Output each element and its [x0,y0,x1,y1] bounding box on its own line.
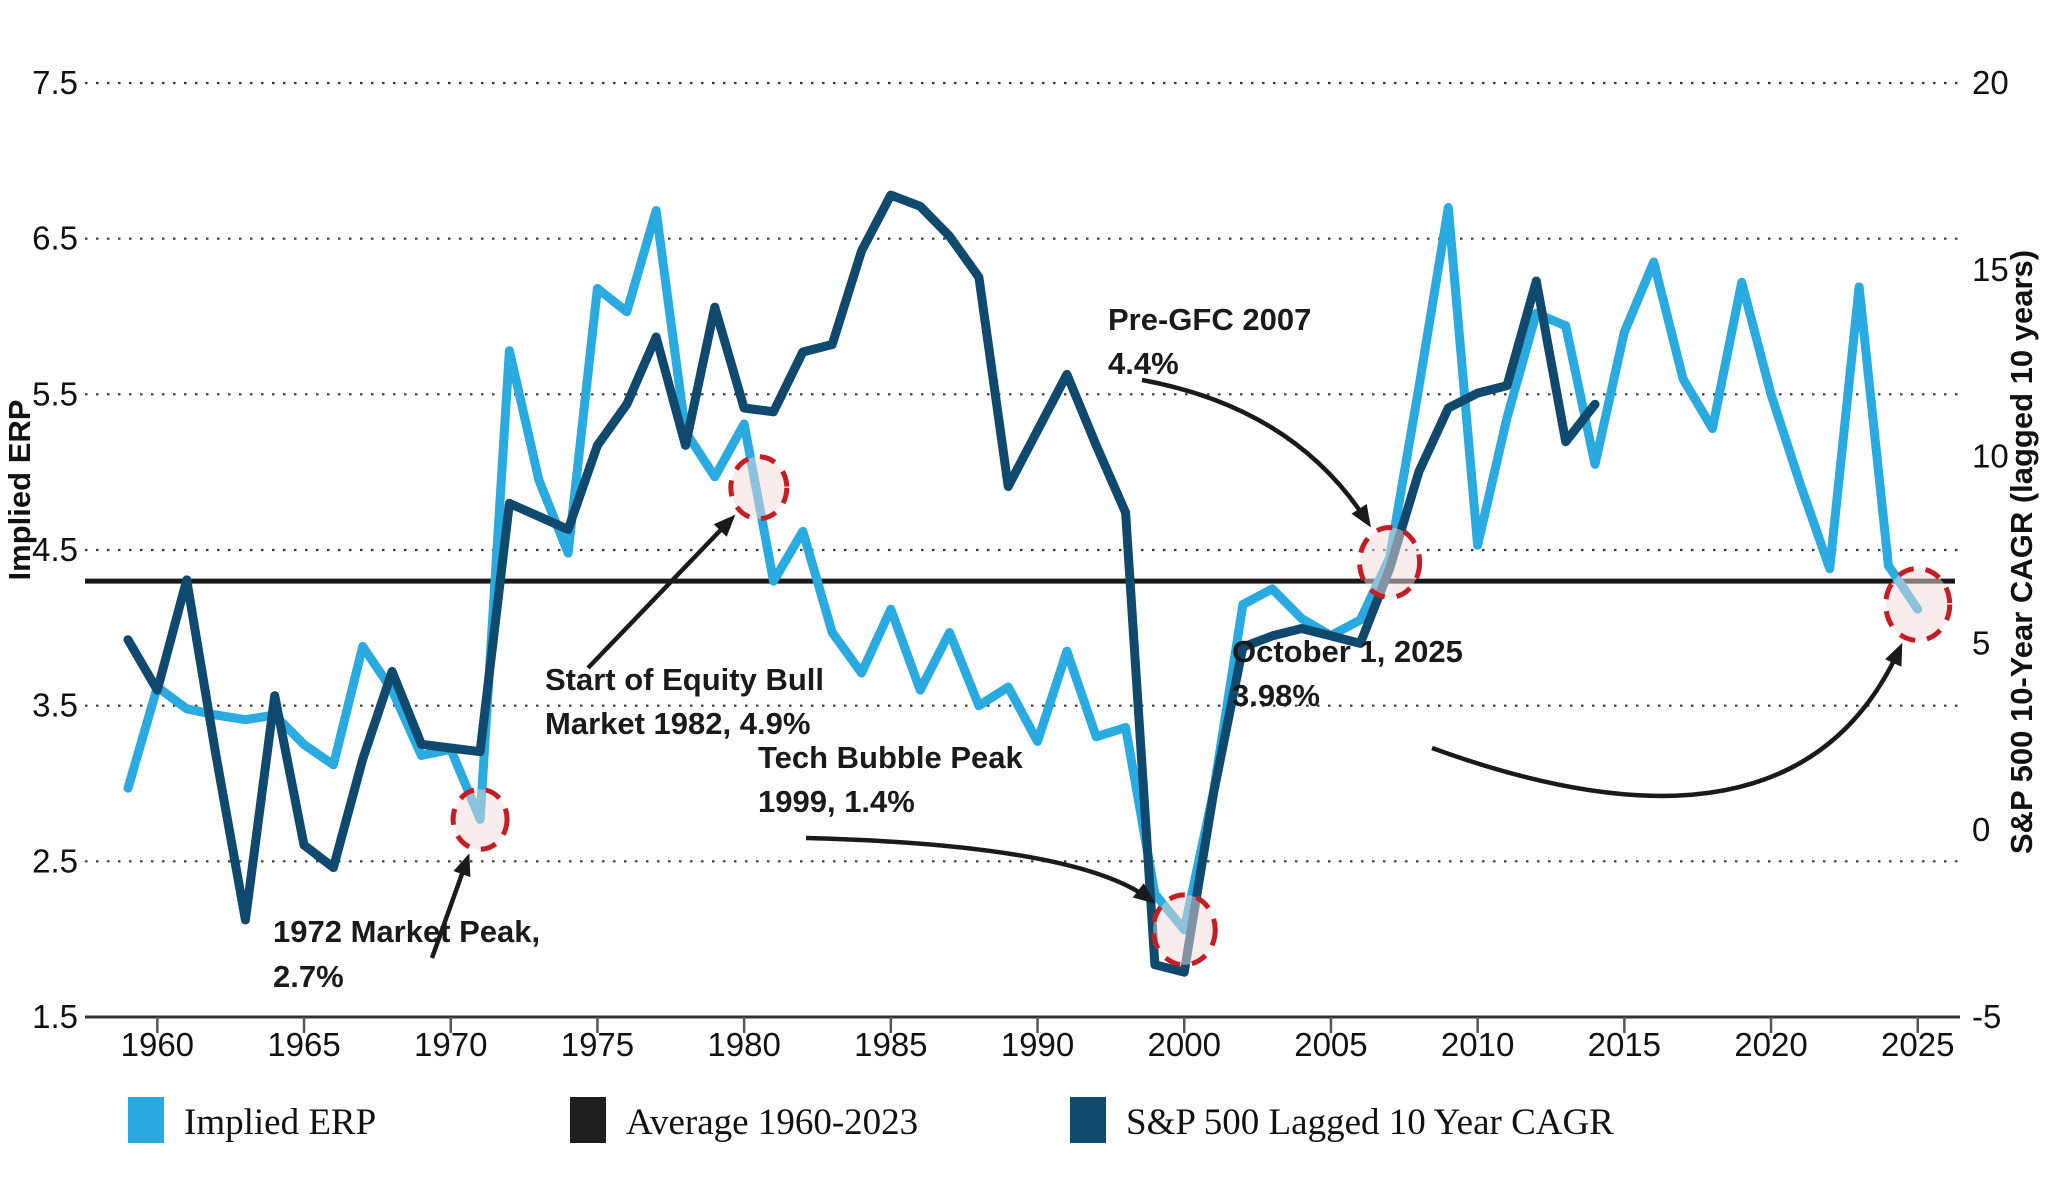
sp500-lagged-10yr-cagr-line [123,190,1600,977]
annotation-arrow-1972-market-peak [429,858,470,959]
x-axis-tick-label: 2010 [1441,1026,1514,1063]
implied-erp-line [123,203,1923,935]
x-axis-tick-label: 2020 [1734,1026,1807,1063]
right-axis-tick-label: 0 [1972,811,1990,848]
annotation-arrow-tech-bubble-peak [805,835,1153,902]
x-axis-tick-label: 2005 [1294,1026,1367,1063]
annotation-text-1972-market-peak: 2.7% [273,959,344,994]
left-axis-tick-label: 4.5 [32,531,78,568]
annotation-circle-tech-bubble-peak [1150,892,1218,968]
x-axis-tick-label: 1965 [267,1026,340,1063]
annotation-arrowhead-october-1-2025 [1885,642,1903,667]
annotation-arrowhead-1972-market-peak [453,853,471,878]
annotation-text-pre-gfc-2007: Pre-GFC 2007 [1108,302,1311,337]
x-axis-tick-label: 1975 [561,1026,634,1063]
annotation-text-tech-bubble-peak: Tech Bubble Peak [758,740,1023,775]
annotation-text-start-equity-bull-market: Market 1982, 4.9% [545,706,810,741]
right-axis-title: S&P 500 10-Year CAGR (lagged 10 years) [2004,250,2039,854]
legend-label-sp500-cagr: S&P 500 Lagged 10 Year CAGR [1126,1102,1614,1143]
annotation-text-tech-bubble-peak: 1999, 1.4% [758,784,915,819]
x-axis-tick-label: 2000 [1148,1026,1221,1063]
x-axis-tick-label: 1990 [1001,1026,1074,1063]
annotation-arrowhead-start-equity-bull-market [713,514,736,537]
annotation-text-start-equity-bull-market: Start of Equity Bull [545,662,824,697]
left-axis-title: Implied ERP [2,400,37,581]
left-axis-tick-label: 5.5 [32,375,78,412]
right-axis-tick-label: 20 [1972,64,2009,101]
legend-label-implied-erp: Implied ERP [184,1102,376,1143]
annotation-arrow-start-equity-bull-market [586,517,733,670]
annotation-circle-start-equity-bull-market [728,454,790,522]
left-axis-tick-label: 3.5 [32,687,78,724]
x-axis-tick-label: 1980 [707,1026,780,1063]
x-axis-tick-label: 2015 [1588,1026,1661,1063]
x-axis-tick-label: 1970 [414,1026,487,1063]
right-axis-tick-label: -5 [1972,998,2001,1035]
x-axis-tick-label: 1960 [121,1026,194,1063]
annotation-circle-pre-gfc-2007 [1357,524,1423,600]
annotation-circle-1972-market-peak [450,786,510,852]
left-axis-tick-label: 7.5 [32,64,78,101]
right-axis-tick-label: 10 [1972,438,2009,475]
annotation-arrow-pre-gfc-2007 [1141,377,1370,524]
right-axis-tick-label: 5 [1972,624,1990,661]
x-axis-tick-label: 1985 [854,1026,927,1063]
annotation-text-october-1-2025: 3.98% [1232,678,1320,713]
annotation-arrowhead-tech-bubble-peak [1132,883,1156,904]
x-axis-tick-label: 2025 [1881,1026,1954,1063]
annotation-arrow-october-1-2025 [1431,647,1902,799]
annotation-text-october-1-2025: October 1, 2025 [1232,634,1463,669]
annotation-circle-october-1-2025 [1883,565,1953,643]
annotation-text-pre-gfc-2007: 4.4% [1108,346,1179,381]
left-axis-tick-label: 6.5 [32,220,78,257]
left-axis-tick-label: 2.5 [32,842,78,879]
right-axis-tick-label: 15 [1972,251,2009,288]
annotation-text-1972-market-peak: 1972 Market Peak, [273,914,540,949]
legend-swatch-average [570,1097,606,1143]
legend-swatch-implied-erp [128,1097,164,1143]
legend-swatch-sp500-cagr [1070,1097,1106,1143]
legend-label-average: Average 1960-2023 [626,1102,918,1143]
left-axis-tick-label: 1.5 [32,998,78,1035]
annotation-arrowhead-pre-gfc-2007 [1351,504,1371,528]
